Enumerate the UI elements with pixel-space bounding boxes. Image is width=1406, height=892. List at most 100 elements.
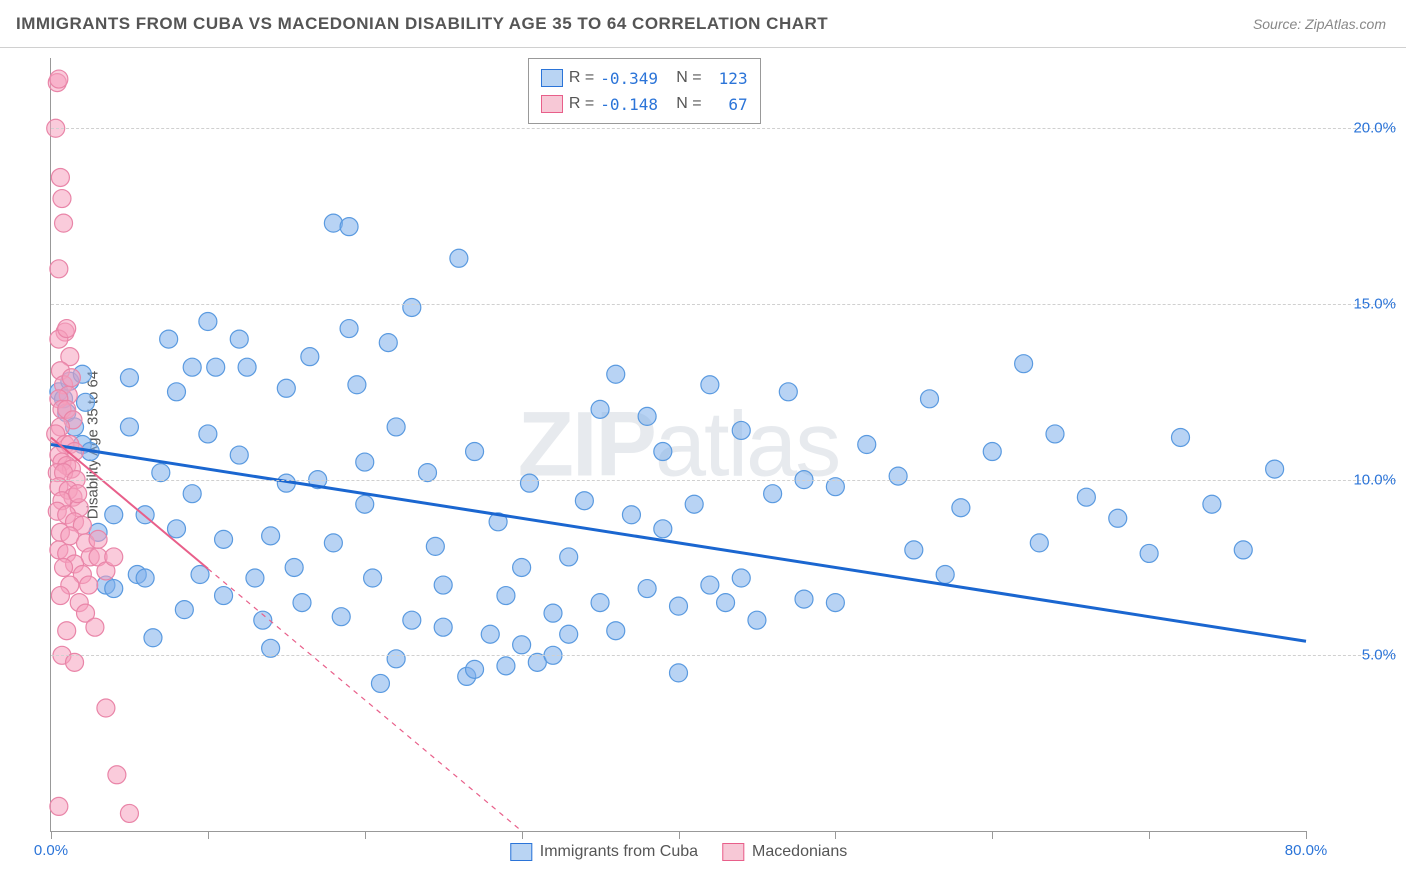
data-point: [199, 425, 217, 443]
data-point: [105, 506, 123, 524]
gridline: [51, 128, 1396, 129]
data-point: [230, 446, 248, 464]
data-point: [51, 587, 69, 605]
gridline: [51, 655, 1396, 656]
data-point: [86, 618, 104, 636]
data-point: [466, 660, 484, 678]
data-point: [199, 313, 217, 331]
data-point: [348, 376, 366, 394]
data-point: [654, 443, 672, 461]
data-point: [1234, 541, 1252, 559]
data-point: [779, 383, 797, 401]
data-point: [638, 407, 656, 425]
data-point: [168, 383, 186, 401]
data-point: [921, 390, 939, 408]
correlation-legend: R =-0.349N =123R =-0.148N = 67: [528, 58, 761, 124]
data-point: [58, 622, 76, 640]
data-point: [277, 379, 295, 397]
data-point: [513, 558, 531, 576]
chart-title: IMMIGRANTS FROM CUBA VS MACEDONIAN DISAB…: [16, 14, 828, 34]
data-point: [520, 474, 538, 492]
data-point: [340, 218, 358, 236]
x-tick-label: 80.0%: [1285, 842, 1328, 859]
data-point: [513, 636, 531, 654]
data-point: [55, 214, 73, 232]
data-point: [379, 334, 397, 352]
x-tick: [365, 831, 366, 839]
n-label: N =: [676, 95, 701, 113]
data-point: [364, 569, 382, 587]
data-point: [238, 358, 256, 376]
data-point: [175, 601, 193, 619]
data-point: [285, 558, 303, 576]
data-point: [1030, 534, 1048, 552]
data-point: [622, 506, 640, 524]
y-tick-label: 20.0%: [1316, 120, 1396, 137]
data-point: [105, 548, 123, 566]
data-point: [591, 594, 609, 612]
data-point: [144, 629, 162, 647]
data-point: [795, 590, 813, 608]
legend-swatch: [541, 69, 563, 87]
data-point: [591, 400, 609, 418]
data-point: [356, 495, 374, 513]
data-point: [560, 548, 578, 566]
data-point: [466, 443, 484, 461]
legend-label: Macedonians: [752, 843, 847, 861]
data-point: [1046, 425, 1064, 443]
data-point: [340, 320, 358, 338]
data-point: [732, 421, 750, 439]
data-point: [426, 537, 444, 555]
data-point: [403, 298, 421, 316]
data-point: [97, 699, 115, 717]
data-point: [168, 520, 186, 538]
legend-item: Macedonians: [722, 843, 847, 861]
legend-swatch: [541, 95, 563, 113]
data-point: [732, 569, 750, 587]
data-point: [324, 214, 342, 232]
x-tick: [522, 831, 523, 839]
data-point: [497, 657, 515, 675]
y-tick-label: 5.0%: [1316, 647, 1396, 664]
data-point: [560, 625, 578, 643]
r-value: -0.349: [600, 69, 670, 88]
data-point: [638, 580, 656, 598]
x-tick: [208, 831, 209, 839]
data-point: [764, 485, 782, 503]
data-point: [262, 527, 280, 545]
data-point: [246, 569, 264, 587]
data-point: [1266, 460, 1284, 478]
data-point: [670, 664, 688, 682]
x-tick-label: 0.0%: [34, 842, 68, 859]
n-value: 123: [708, 69, 748, 88]
legend-label: Immigrants from Cuba: [540, 843, 698, 861]
x-tick: [679, 831, 680, 839]
data-point: [1109, 509, 1127, 527]
data-point: [1140, 544, 1158, 562]
data-point: [69, 485, 87, 503]
data-point: [77, 393, 95, 411]
legend-row: R =-0.349N =123: [541, 65, 748, 91]
data-point: [670, 597, 688, 615]
data-point: [575, 492, 593, 510]
data-point: [183, 358, 201, 376]
legend-row: R =-0.148N = 67: [541, 91, 748, 117]
data-point: [826, 594, 844, 612]
data-point: [105, 580, 123, 598]
data-point: [654, 520, 672, 538]
data-point: [53, 190, 71, 208]
trend-line-extrapolated: [208, 569, 522, 831]
data-point: [120, 804, 138, 822]
n-label: N =: [676, 69, 701, 87]
data-point: [108, 766, 126, 784]
legend-swatch: [510, 843, 532, 861]
data-point: [497, 587, 515, 605]
data-point: [481, 625, 499, 643]
data-point: [952, 499, 970, 517]
data-point: [215, 530, 233, 548]
data-point: [450, 249, 468, 267]
data-point: [607, 365, 625, 383]
legend-swatch: [722, 843, 744, 861]
series-legend: Immigrants from Cuba Macedonians: [510, 843, 847, 861]
data-point: [889, 467, 907, 485]
